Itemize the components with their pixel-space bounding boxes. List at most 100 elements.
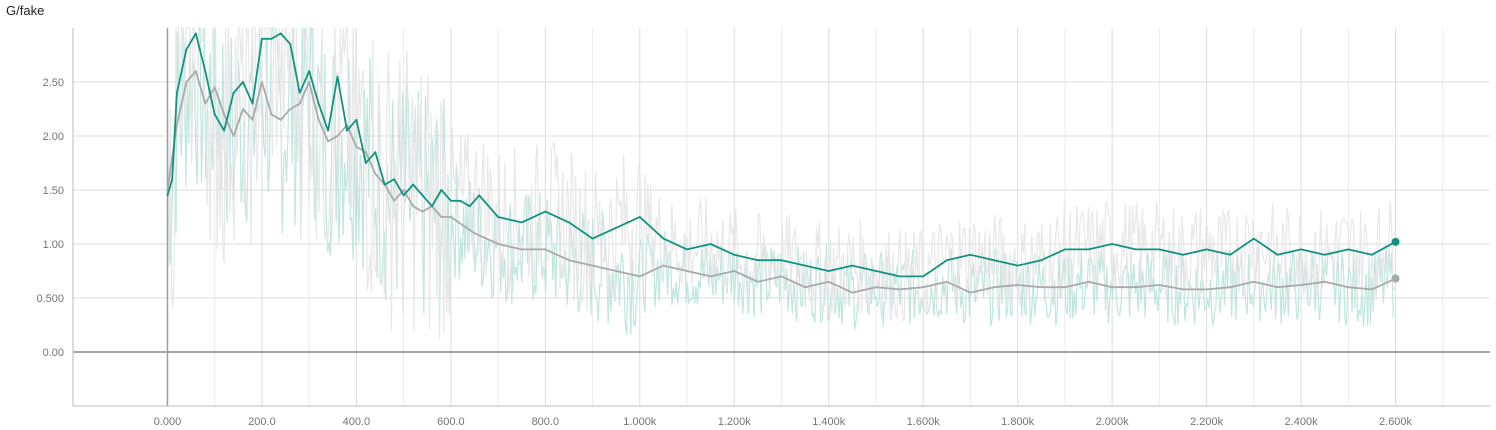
data-point	[317, 118, 320, 121]
data-point	[478, 194, 481, 197]
data-point	[1323, 253, 1326, 256]
data-point	[591, 264, 594, 267]
data-point	[1134, 248, 1137, 251]
data-point	[804, 286, 807, 289]
tick-label-layer: 0.000 200.0 400.0 600.0 800.0 1.000k 1.200k 1.4…	[36, 77, 1412, 428]
data-point	[242, 108, 244, 110]
data-point	[1158, 284, 1161, 286]
data-point	[298, 102, 301, 105]
data-point	[468, 205, 471, 208]
data-point	[374, 172, 377, 175]
data-point	[402, 194, 405, 197]
data-point	[374, 151, 377, 154]
data-point	[544, 248, 547, 251]
data-point	[166, 194, 169, 197]
data-point	[1276, 286, 1279, 289]
data-point	[261, 81, 263, 83]
data-point	[993, 259, 995, 262]
data-point	[213, 86, 216, 89]
data-point	[308, 81, 311, 83]
data-point	[615, 270, 618, 272]
data-point	[270, 113, 273, 116]
y-tick-label: 0.500	[36, 293, 64, 305]
data-point	[185, 81, 188, 83]
data-point	[1040, 286, 1043, 289]
data-point	[1300, 284, 1302, 286]
data-point	[1040, 259, 1043, 262]
data-point	[185, 48, 188, 51]
data-point	[875, 270, 877, 272]
data-point	[591, 237, 594, 240]
data-point	[922, 275, 925, 278]
data-point	[945, 280, 948, 283]
data-point	[171, 178, 174, 181]
data-point	[780, 275, 783, 278]
data-point	[223, 129, 226, 132]
data-point	[1111, 286, 1114, 289]
x-tick-label: 1.800k	[1001, 416, 1035, 428]
data-point	[568, 259, 570, 262]
data-point	[440, 189, 443, 191]
data-point	[279, 32, 282, 35]
data-point	[298, 91, 301, 94]
data-point	[638, 216, 641, 218]
data-point	[662, 264, 665, 267]
data-point	[1323, 280, 1326, 283]
data-point	[827, 270, 830, 272]
y-tick-label: 2.50	[43, 77, 64, 89]
axis-layer	[72, 28, 1490, 407]
data-point	[289, 108, 292, 110]
data-point	[176, 124, 178, 127]
data-point	[223, 113, 226, 116]
data-point	[289, 43, 292, 46]
data-point	[364, 162, 367, 164]
data-point	[449, 199, 452, 202]
y-tick-label: 1.00	[43, 239, 64, 251]
data-point	[204, 70, 207, 73]
data-point	[1391, 237, 1400, 246]
data-point	[232, 91, 235, 94]
data-point	[1371, 253, 1373, 256]
data-point	[402, 189, 405, 191]
data-point	[568, 221, 570, 224]
raw-series-line	[166, 27, 1396, 340]
data-point	[898, 288, 901, 291]
data-point	[520, 221, 523, 224]
data-point	[1391, 274, 1400, 283]
data-point	[270, 37, 273, 40]
data-point	[1111, 243, 1114, 245]
data-point	[431, 205, 433, 208]
data-point	[544, 210, 547, 213]
grid-layer	[73, 28, 1490, 406]
data-point	[421, 210, 424, 213]
data-point	[1347, 248, 1350, 251]
chart-title: G/fake	[6, 3, 45, 18]
data-point	[1134, 286, 1137, 289]
data-point	[261, 37, 263, 40]
x-tick-label: 1.000k	[623, 416, 657, 428]
x-tick-label: 1.600k	[907, 416, 941, 428]
data-point	[213, 113, 216, 116]
data-point	[355, 118, 358, 121]
data-point	[449, 216, 452, 218]
data-point	[1205, 288, 1208, 291]
data-point	[733, 253, 736, 256]
data-point	[251, 102, 254, 105]
data-point	[1229, 253, 1232, 256]
data-point	[756, 280, 759, 283]
data-point	[1276, 253, 1279, 256]
data-point	[440, 216, 443, 218]
data-point	[1182, 253, 1184, 256]
data-point	[1347, 286, 1350, 289]
x-tick-label: 200.0	[248, 416, 276, 428]
data-point	[733, 270, 736, 272]
data-point	[875, 286, 877, 289]
data-point	[1252, 280, 1255, 283]
x-tick-label: 1.400k	[812, 416, 846, 428]
data-point	[1205, 248, 1208, 251]
data-point	[1016, 284, 1019, 286]
data-point	[473, 232, 476, 235]
x-tick-label: 2.200k	[1190, 416, 1224, 428]
data-point	[393, 199, 396, 202]
